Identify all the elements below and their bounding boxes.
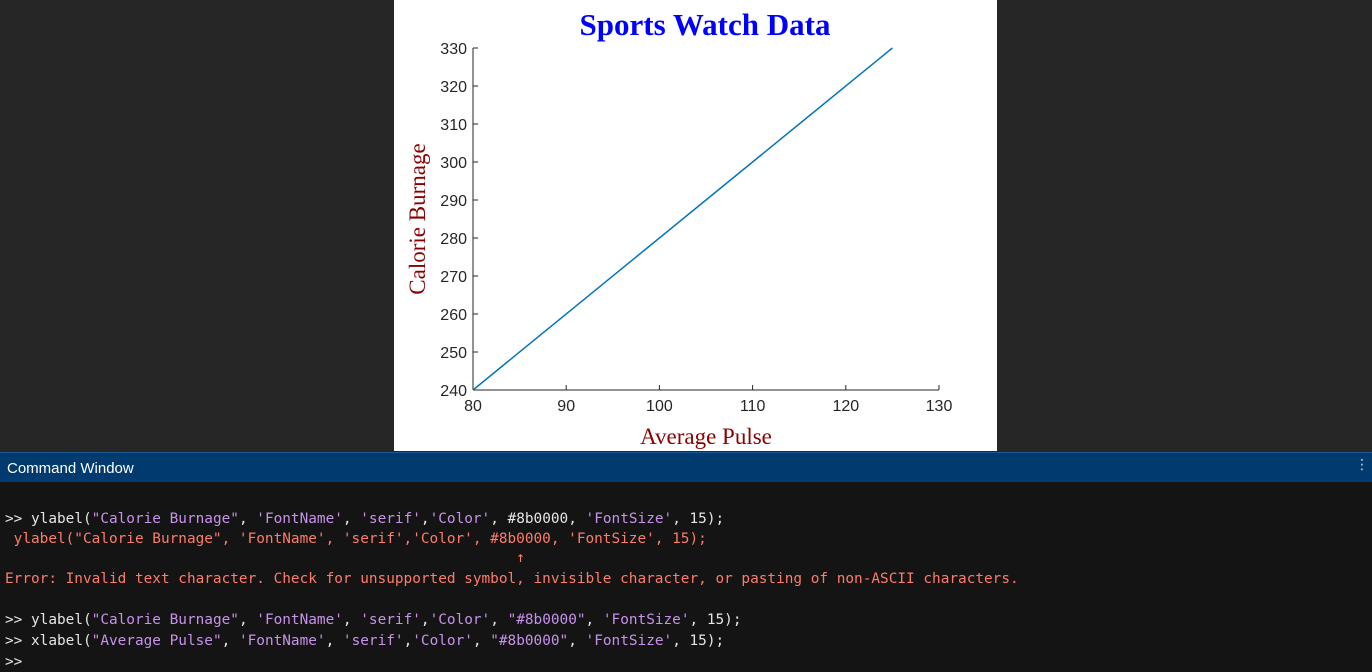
x-tick-label: 110: [740, 398, 766, 415]
series-line: [472, 47, 893, 391]
code-text: ,: [403, 633, 413, 649]
string-literal: 'serif': [360, 612, 421, 628]
string-literal: "Calorie Burnage": [91, 511, 239, 527]
x-tick-label: 130: [926, 398, 953, 415]
y-tick-labels: 240 250 260 270 280 290 300 310 320 330: [440, 41, 478, 400]
command-window-title: Command Window: [7, 460, 134, 477]
code-text: ,: [325, 633, 343, 649]
prompt: >>: [5, 633, 31, 649]
data-series: [472, 47, 893, 391]
y-axis-label: Calorie Burnage: [405, 143, 430, 294]
x-axis-label: Average Pulse: [640, 424, 772, 449]
code-text: ,: [472, 633, 491, 649]
axes: [472, 48, 939, 391]
figure-area: Sports Watch Data 240 250 260 270 280 290 300 3…: [394, 0, 997, 451]
string-literal: 'Color': [412, 633, 473, 649]
string-literal: 'serif': [360, 511, 421, 527]
command-line: >> ylabel("Calorie Burnage", 'FontName',…: [5, 509, 724, 529]
code-text: ,: [342, 612, 361, 628]
code-text: , 15);: [689, 612, 742, 628]
x-tick-labels: 80 90 100 110 120 130: [464, 385, 952, 415]
code-text: ,: [490, 612, 508, 628]
prompt: >>: [5, 612, 31, 628]
string-literal: "#8b0000": [507, 612, 586, 628]
string-literal: "Average Pulse": [91, 633, 222, 649]
y-tick-label: 250: [440, 345, 467, 362]
string-literal: 'FontSize': [585, 633, 673, 649]
code-text: ylabel(: [31, 612, 92, 628]
command-line: >> xlabel("Average Pulse", 'FontName', '…: [5, 631, 724, 651]
code-text: ,: [342, 511, 361, 527]
code-text: ,: [238, 511, 257, 527]
y-tick-label: 330: [440, 41, 467, 58]
string-literal: "Calorie Burnage": [91, 612, 239, 628]
line-chart[interactable]: Sports Watch Data 240 250 260 270 280 290 300 3…: [394, 0, 997, 451]
string-literal: 'serif': [342, 633, 404, 649]
code-text: ,: [585, 612, 603, 628]
code-text: ,: [568, 633, 586, 649]
command-line: >> ylabel("Calorie Burnage", 'FontName',…: [5, 610, 742, 630]
error-output: ↑: [5, 550, 525, 566]
code-text: ylabel(: [31, 511, 92, 527]
x-tick-label: 90: [557, 398, 575, 415]
string-literal: 'FontName': [256, 612, 343, 628]
code-text: , 15);: [672, 633, 725, 649]
y-tick-label: 260: [440, 307, 467, 324]
string-literal: 'Color': [429, 612, 491, 628]
y-tick-label: 300: [440, 155, 467, 172]
code-text: , #8b0000,: [490, 511, 586, 527]
string-literal: 'FontSize': [585, 511, 673, 527]
string-literal: 'Color': [429, 511, 491, 527]
y-tick-label: 290: [440, 193, 467, 210]
string-literal: 'FontName': [256, 511, 343, 527]
code-text: ,: [238, 612, 257, 628]
error-output: ylabel("Calorie Burnage", 'FontName', 's…: [5, 531, 707, 547]
y-tick-label: 240: [440, 383, 467, 400]
string-literal: 'FontSize': [602, 612, 690, 628]
code-text: ,: [221, 633, 239, 649]
error-output: Error: Invalid text character. Check for…: [5, 571, 1019, 587]
string-literal: "#8b0000": [490, 633, 569, 649]
chart-title: Sports Watch Data: [580, 7, 831, 42]
more-options-icon[interactable]: ⋮: [1355, 457, 1369, 473]
x-tick-label: 120: [832, 398, 859, 415]
code-text: xlabel(: [31, 633, 92, 649]
prompt: >>: [5, 511, 31, 527]
x-tick-label: 100: [646, 398, 673, 415]
y-tick-label: 270: [440, 269, 467, 286]
y-tick-label: 310: [440, 117, 467, 134]
code-text: , 15);: [672, 511, 725, 527]
y-tick-label: 280: [440, 231, 467, 248]
active-prompt[interactable]: >>: [5, 654, 31, 670]
command-window-output[interactable]: >> ylabel("Calorie Burnage", 'FontName',…: [0, 482, 1372, 672]
command-window-header: Command Window ⋮: [0, 452, 1372, 482]
figure-canvas: Sports Watch Data 240 250 260 270 280 290 300 3…: [394, 0, 997, 451]
string-literal: 'FontName': [238, 633, 326, 649]
y-tick-label: 320: [440, 79, 467, 96]
x-tick-label: 80: [464, 398, 482, 415]
code-text: ,: [420, 511, 430, 527]
code-text: ,: [420, 612, 430, 628]
